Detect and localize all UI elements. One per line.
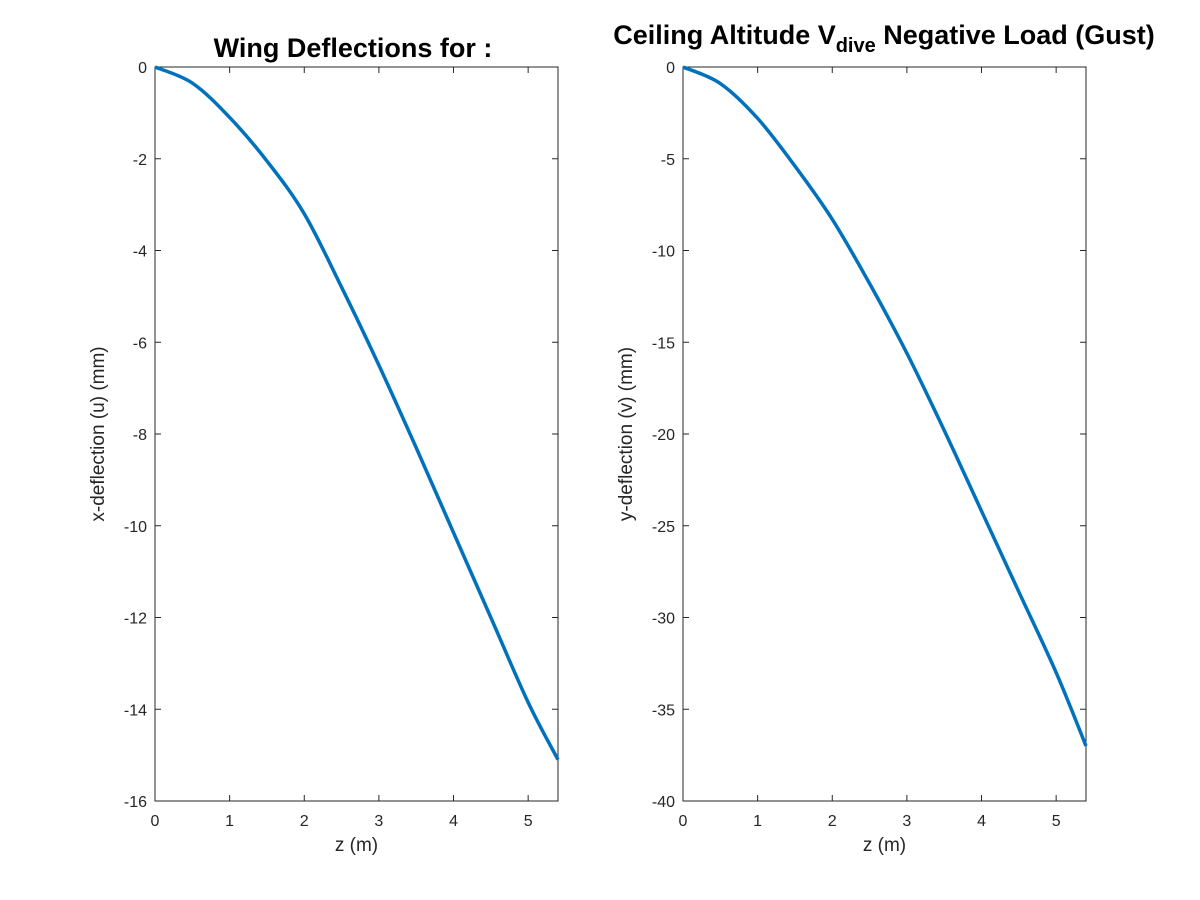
right-x-tick-label: 4 [977, 813, 986, 830]
left-x-tick-label: 5 [524, 813, 533, 830]
right-y-tick-label: 0 [666, 60, 675, 77]
right-x-tick-label: 5 [1052, 813, 1061, 830]
left-y-tick-label: -10 [124, 519, 147, 536]
right-x-tick-label: 3 [902, 813, 911, 830]
left-y-tick-label: -4 [133, 244, 147, 261]
right-y-tick-label: -15 [652, 335, 675, 352]
left-y-tick-label: 0 [138, 60, 147, 77]
right-y-tick-label: -25 [652, 519, 675, 536]
left-x-axis-label: z (m) [335, 835, 378, 856]
title-right-rest: Negative Load (Gust) [876, 20, 1155, 50]
right-series-line [682, 65, 1088, 747]
left-y-tick-label: -12 [124, 611, 147, 628]
left-chart-x-deflection: 0 1 2 3 4 5 -16 -14 -12 -10 -8 -6 -4 -2 0 z (m) x-deflec… [88, 60, 560, 856]
right-x-tick-label: 1 [753, 813, 762, 830]
right-y-tick-label: -40 [652, 794, 675, 811]
right-x-tick-label: 0 [679, 813, 688, 830]
title-right-main: Ceiling Altitude V [613, 20, 836, 50]
left-y-tick-label: -14 [124, 702, 147, 719]
left-x-tick-label: 4 [449, 813, 458, 830]
left-y-tick-label: -16 [124, 794, 147, 811]
left-y-tick-label: -2 [133, 152, 147, 169]
left-x-tick-label: 1 [225, 813, 234, 830]
right-x-axis-label: z (m) [863, 835, 906, 856]
left-y-tick-label: -8 [133, 427, 147, 444]
right-chart-title: Ceiling Altitude Vdive Negative Load (Gu… [613, 20, 1155, 57]
right-chart-y-deflection: 0 1 2 3 4 5 -40 -35 -30 -25 -20 -15 -10 -5 0 z (m) y-def… [616, 60, 1088, 856]
right-y-axis-label: y-deflection (v) (mm) [616, 347, 637, 521]
left-x-tick-label: 0 [151, 813, 160, 830]
left-y-tick-label: -6 [133, 335, 147, 352]
right-y-tick-label: -5 [661, 152, 675, 169]
right-y-tick-label: -10 [652, 244, 675, 261]
left-y-axis-label: x-deflection (u) (mm) [88, 346, 109, 521]
right-x-tick-label: 2 [828, 813, 837, 830]
right-y-tick-label: -30 [652, 611, 675, 628]
left-x-tick-label: 2 [300, 813, 309, 830]
right-y-tick-label: -20 [652, 427, 675, 444]
left-chart-title: Wing Deflections for : [214, 33, 493, 63]
left-x-tick-label: 3 [374, 813, 383, 830]
left-series-line [154, 65, 560, 761]
title-right-subscript: dive [836, 35, 876, 57]
right-y-tick-label: -35 [652, 702, 675, 719]
